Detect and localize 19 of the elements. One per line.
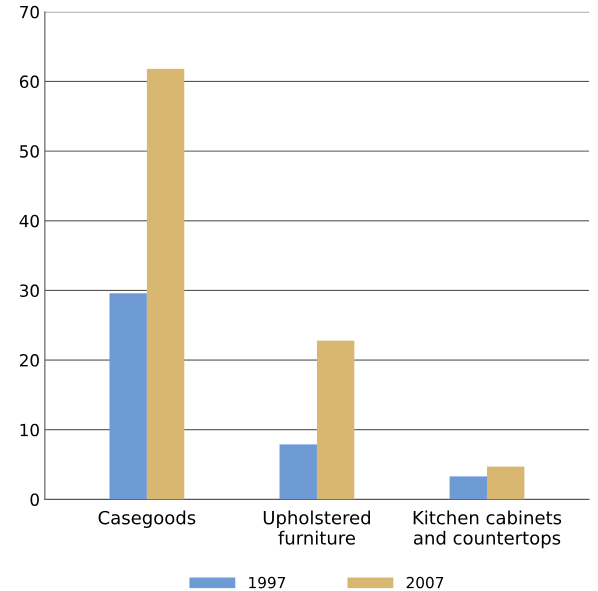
bar bbox=[486, 466, 524, 500]
y-tick-label: 70 bbox=[20, 6, 39, 18]
bar bbox=[316, 340, 354, 500]
legend-label: 1997 bbox=[249, 576, 286, 588]
bar bbox=[280, 444, 317, 500]
x-tick-label: Casegoods bbox=[98, 510, 196, 528]
y-tick-label: 20 bbox=[20, 354, 39, 367]
y-tick-label: 40 bbox=[20, 214, 39, 228]
bar bbox=[450, 476, 487, 500]
y-tick-label: 50 bbox=[20, 145, 39, 158]
x-tick-label: Upholstered furniture bbox=[264, 510, 370, 545]
y-tick-label: 60 bbox=[20, 75, 39, 88]
y-tick-label: 30 bbox=[20, 284, 39, 298]
x-tick-label: Kitchen cabinets and countertops bbox=[414, 510, 562, 548]
bar bbox=[146, 68, 184, 500]
legend-label: 2007 bbox=[406, 576, 444, 588]
y-tick-label: 10 bbox=[20, 424, 39, 436]
bar bbox=[109, 293, 147, 500]
y-tick-label: 0 bbox=[30, 493, 39, 506]
